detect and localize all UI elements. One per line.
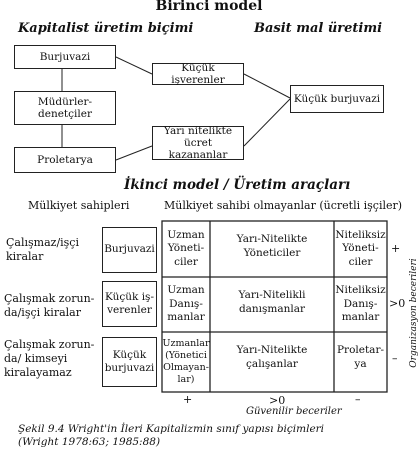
caption-line1: Şekil 9.4 Wright'in İleri Kapitalizmin s…: [18, 423, 325, 435]
row-label-2-line1: Çalışmak zorun-: [4, 292, 95, 305]
g20-l4: lar): [177, 374, 195, 385]
g10-l3: manlar: [167, 311, 205, 324]
box-yari-nitelikte: Yarı nitelikte ücret kazananlar: [152, 125, 244, 161]
row-label-2-line2: da/işçi kiralar: [4, 306, 81, 319]
grid-cell-uzman-yoneticiler: Uzman Yöneti- ciler: [162, 221, 210, 277]
figure-caption: Şekil 9.4 Wright'in İleri Kapitalizmin s…: [18, 423, 324, 449]
row-label-1-line1: Çalışmaz/işçi: [6, 236, 79, 249]
g01-l1: Yarı-Nitelikte: [236, 233, 308, 245]
g00-l3: ciler: [174, 255, 198, 268]
grid-cell-yari-yoneticiler: Yarı-Nitelikte Yöneticiler: [210, 221, 334, 277]
g02-l3: ciler: [348, 255, 373, 268]
bottom-mark-minus: –: [355, 393, 361, 406]
row-label-3-line3: kiralayamaz: [4, 366, 72, 379]
owner-text-3: Küçük burjuvazi: [102, 337, 157, 387]
g02-l1: Niteliksiz: [335, 228, 386, 241]
owner-1-line1: Burjuvazi: [104, 243, 155, 256]
row-label-3: Çalışmak zorun- da/ kimseyi kiralayamaz: [4, 338, 94, 380]
g02-l2: Yöneti-: [342, 242, 379, 255]
box-mudurler: Müdürler- denetçiler: [14, 91, 116, 125]
g11-l2: danışmanlar: [238, 302, 306, 315]
owners-header: Mülkiyet sahipleri: [28, 199, 130, 212]
model2-title: İkinci model / Üretim araçları: [124, 177, 351, 193]
row-label-3-line1: Çalışmak zorun-: [4, 338, 95, 351]
box-kucuk-burjuvazi-label: Küçük burjuvazi: [293, 93, 381, 105]
right-axis-label: Organizasyon becerileri: [409, 258, 418, 368]
g10-l2: Danış-: [169, 297, 203, 310]
g12-l1: Niteliksiz: [335, 284, 386, 297]
model1-connectors: [61, 56, 291, 161]
box-yari-line1: Yarı nitelikte: [163, 125, 233, 137]
grid-cell-niteliksiz-yoneticiler: Niteliksiz Yöneti- ciler: [334, 221, 387, 277]
owner-text-2: Küçük iş- verenler: [102, 281, 157, 327]
g01-l2: Yöneticiler: [243, 246, 301, 259]
owner-2-line2: verenler: [107, 304, 152, 316]
bottom-axis-label: Güvenilir beceriler: [246, 406, 342, 417]
owner-cell-burjuvazi: [102, 227, 157, 273]
right-mark-plus: +: [391, 242, 401, 255]
box-burjuvazi-label: Burjuvazi: [39, 51, 91, 63]
row-label-2: Çalışmak zorun- da/işçi kiralar: [4, 292, 94, 320]
g11-l1: Yarı-Nitelikli: [238, 289, 306, 301]
model1-title: Birinci model: [155, 0, 263, 14]
grid-cell-niteliksiz-danismanlar: Niteliksiz Danış- manlar: [334, 277, 387, 332]
box-burjuvazi: Burjuvazi: [14, 45, 116, 69]
grid-cell-yari-danismanlar: Yarı-Nitelikli danışmanlar: [210, 277, 334, 332]
model1-left-heading: Kapitalist üretim biçimi: [18, 21, 194, 36]
grid-cell-uzmanlar: Uzmanlar (Yönetici Olmayan- lar): [162, 332, 210, 392]
owner-3-line1: Küçük: [112, 348, 147, 361]
owner-2-line1: Küçük iş-: [104, 290, 154, 303]
box-mudurler-line1: Müdürler-: [37, 96, 93, 108]
g20-l1: Uzmanlar: [162, 338, 210, 349]
caption-line2: (Wright 1978:63; 1985:88): [18, 436, 161, 448]
grid-cell-yari-calisanlar: Yarı-Nitelikte çalışanlar: [210, 332, 334, 392]
owner-cell-kucuk-isverenler: [102, 281, 157, 327]
owner-3-line2: burjuvazi: [104, 362, 155, 374]
owner-cell-kucuk-burjuvazi: [102, 337, 157, 387]
g12-l2: Danış-: [343, 297, 378, 310]
g00-l2: Yöneti-: [167, 242, 205, 255]
g21-l1: Yarı-Nitelikte: [236, 344, 308, 356]
owner-text-1: Burjuvazi: [102, 227, 157, 273]
box-proletarya: Proletarya: [14, 147, 116, 173]
g22-l1: Proletar-: [336, 344, 385, 356]
box-yari-line2: ücret kazananlar: [168, 137, 228, 161]
bottom-mark-zero: >0: [269, 394, 286, 407]
g21-l2: çalışanlar: [246, 357, 298, 370]
bottom-mark-plus: +: [183, 393, 193, 406]
box-mudurler-line2: denetçiler: [38, 108, 92, 120]
grid-cell-proletarya: Proletar- ya: [334, 332, 387, 392]
right-mark-minus: –: [392, 352, 398, 365]
right-mark-zero: >0: [389, 297, 406, 310]
box-proletarya-label: Proletarya: [37, 154, 93, 166]
row-label-1-line2: kiralar: [6, 250, 44, 263]
g20-l3: Olmayan-: [163, 362, 209, 373]
g10-l1: Uzman: [167, 284, 205, 297]
g20-l2: (Yönetici: [165, 350, 207, 361]
g12-l3: manlar: [341, 311, 380, 324]
box-kucuk-isverenler-label: Küçük işverenler: [171, 62, 225, 86]
box-kucuk-isverenler: Küçük işverenler: [152, 62, 244, 86]
nonowners-header: Mülkiyet sahibi olmayanlar (ücretli işçi…: [164, 199, 403, 212]
grid-cell-uzman-danismanlar: Uzman Danış- manlar: [162, 277, 210, 332]
box-kucuk-burjuvazi: Küçük burjuvazi: [290, 85, 384, 113]
row-label-1: Çalışmaz/işçi kiralar: [6, 236, 79, 264]
row-label-3-line2: da/ kimseyi: [4, 352, 68, 365]
g22-l2: ya: [354, 357, 367, 370]
model1-right-heading: Basit mal üretimi: [254, 21, 383, 36]
g00-l1: Uzman: [167, 228, 205, 241]
